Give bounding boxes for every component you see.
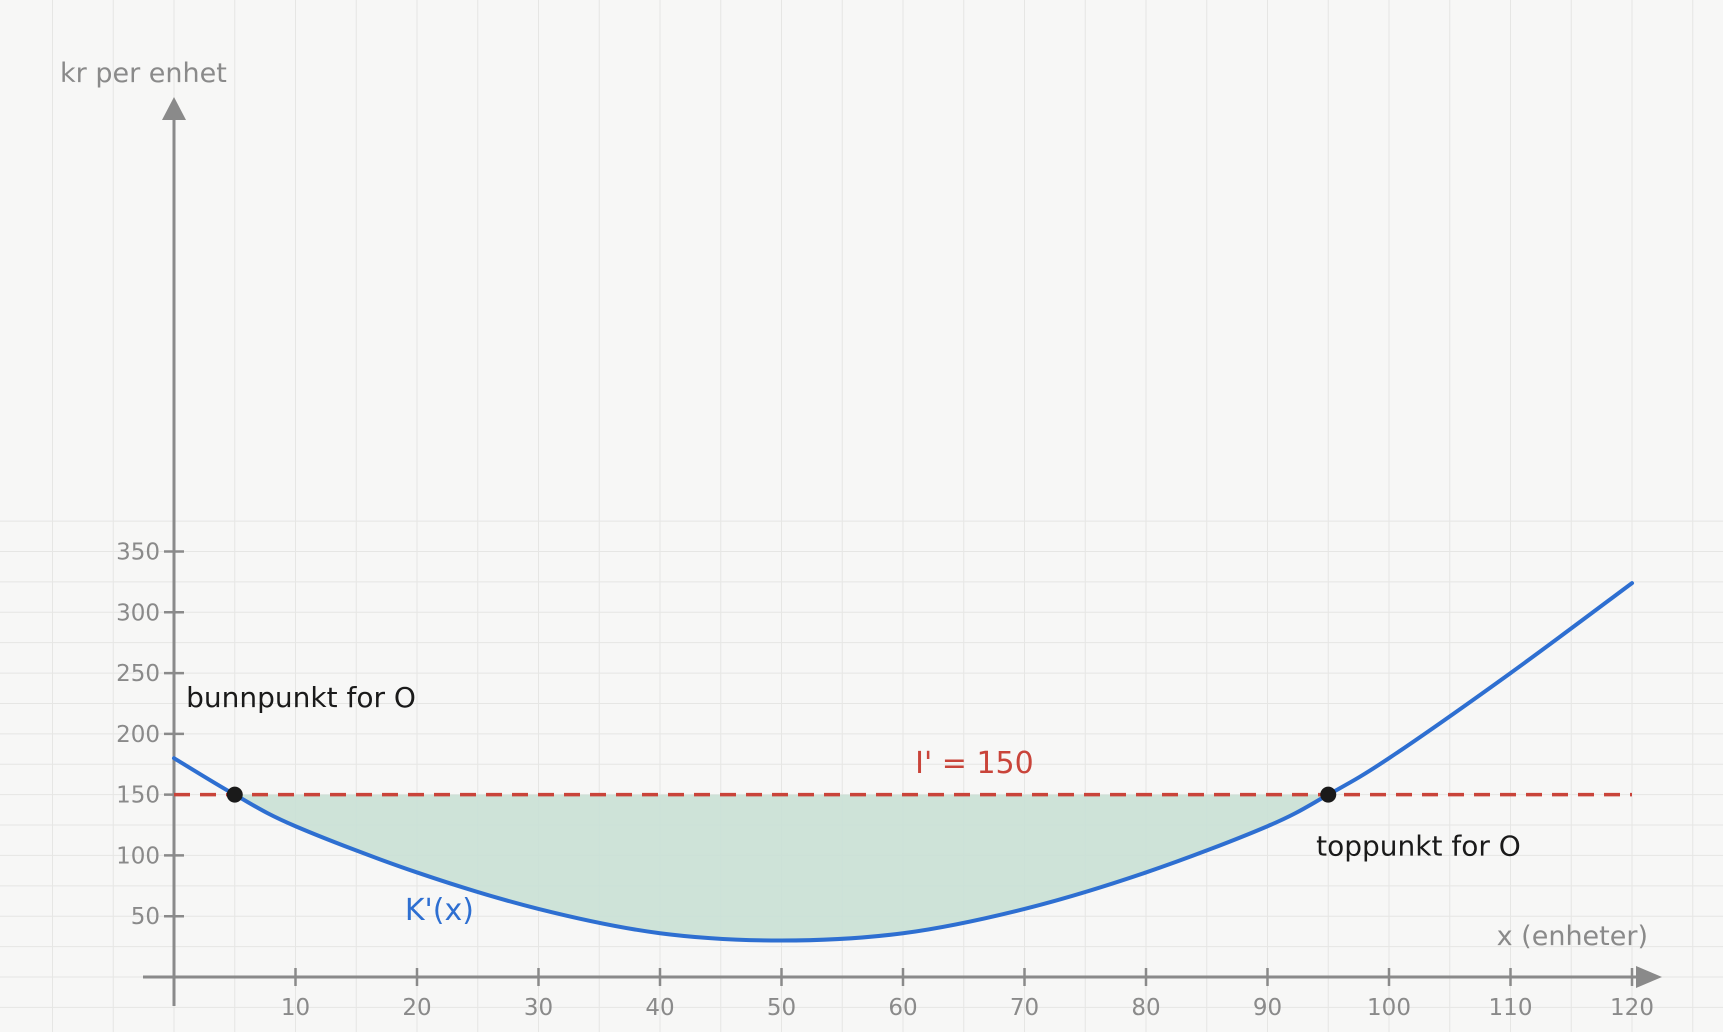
shaded-region <box>234 794 1329 941</box>
annotation-label: toppunkt for O <box>1316 829 1521 862</box>
annotation-label: bunnpunkt for O <box>186 681 416 714</box>
series-label: I' = 150 <box>915 746 1034 781</box>
y-tick-label: 200 <box>116 722 160 748</box>
x-tick-label: 40 <box>645 995 674 1021</box>
x-axis-label: x (enheter) <box>1497 921 1648 952</box>
y-tick-label: 150 <box>116 783 160 809</box>
intersection-point <box>226 786 243 803</box>
y-tick-label: 300 <box>116 600 160 626</box>
series-label: K'(x) <box>405 893 474 928</box>
labels-layer: kr per enhet x (enheter) bunnpunkt for O… <box>60 58 1648 952</box>
series-k-prime-curve <box>172 581 1634 943</box>
x-tick-label: 10 <box>281 995 310 1021</box>
intersection-point <box>1320 786 1337 803</box>
ticks: 10 20 30 40 50 60 70 80 90 100 110 120 50 100 150 200 25… <box>116 540 1654 1021</box>
x-tick-label: 120 <box>1610 995 1654 1021</box>
x-tick-label: 70 <box>1010 995 1039 1021</box>
series-layer <box>172 581 1634 943</box>
x-tick-label: 90 <box>1253 995 1282 1021</box>
y-tick-label: 50 <box>131 904 160 930</box>
points-layer <box>226 786 1337 803</box>
x-tick-label: 100 <box>1367 995 1411 1021</box>
x-tick-label: 30 <box>524 995 553 1021</box>
y-tick-label: 100 <box>116 843 160 869</box>
x-tick-label: 60 <box>888 995 917 1021</box>
x-tick-label: 110 <box>1489 995 1533 1021</box>
x-tick-label: 50 <box>767 995 796 1021</box>
x-axis-arrow <box>1636 966 1662 988</box>
y-axis-label: kr per enhet <box>60 58 227 89</box>
x-tick-label: 80 <box>1131 995 1160 1021</box>
y-tick-label: 250 <box>116 661 160 687</box>
x-tick-label: 20 <box>402 995 431 1021</box>
y-axis-arrow <box>162 97 186 120</box>
y-tick-label: 350 <box>116 540 160 566</box>
